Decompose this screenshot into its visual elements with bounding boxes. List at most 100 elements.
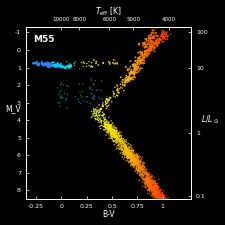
Point <box>145 181 149 184</box>
Point <box>107 127 110 130</box>
Point <box>128 149 132 153</box>
Point <box>134 158 137 161</box>
Point <box>111 127 115 131</box>
Point <box>109 119 113 122</box>
Point <box>129 152 133 155</box>
Point <box>113 135 117 139</box>
Point <box>48 64 52 68</box>
Point <box>128 152 132 155</box>
Point <box>141 44 145 47</box>
Point <box>146 178 150 182</box>
Point <box>118 145 122 148</box>
Point <box>151 188 155 192</box>
Point <box>156 41 159 45</box>
Point <box>125 149 128 153</box>
Point <box>145 180 148 184</box>
Point <box>157 190 161 193</box>
Point <box>115 140 119 144</box>
Point <box>143 56 146 59</box>
Point <box>109 123 113 126</box>
Point <box>135 167 138 171</box>
Point <box>130 154 134 157</box>
Point <box>134 155 138 159</box>
Point <box>136 51 140 54</box>
Point <box>161 191 164 194</box>
Point <box>148 47 152 50</box>
Point <box>134 160 137 163</box>
Point <box>157 196 160 200</box>
Point <box>149 36 153 39</box>
Point <box>134 67 138 71</box>
Point <box>148 176 151 180</box>
Point <box>156 193 160 197</box>
Point <box>155 182 158 186</box>
Point <box>110 137 114 141</box>
Point <box>154 188 157 191</box>
Point <box>116 88 119 92</box>
Point <box>155 189 158 192</box>
Point <box>109 96 112 99</box>
Point <box>109 125 112 128</box>
Point <box>103 113 106 116</box>
Point <box>107 124 110 127</box>
Point <box>160 193 163 197</box>
Point <box>122 142 126 146</box>
Point <box>148 50 152 54</box>
Point <box>90 96 94 99</box>
Point <box>132 161 136 164</box>
Point <box>135 154 139 157</box>
Point <box>137 166 141 169</box>
Point <box>112 132 115 136</box>
Point <box>153 183 156 187</box>
Point <box>131 150 135 153</box>
Point <box>152 188 156 191</box>
Point <box>154 186 157 189</box>
Point <box>140 58 143 62</box>
Point <box>163 30 166 34</box>
Point <box>154 43 158 46</box>
Y-axis label: M_V: M_V <box>6 104 21 113</box>
Point <box>161 29 164 33</box>
Point <box>103 123 107 127</box>
Point <box>129 157 133 160</box>
Point <box>138 160 142 163</box>
Point <box>137 56 141 60</box>
Point <box>146 178 150 182</box>
Point <box>102 116 106 119</box>
Point <box>132 158 135 162</box>
Point <box>146 181 150 185</box>
Point <box>116 87 120 90</box>
Point <box>155 196 158 199</box>
Point <box>34 62 38 65</box>
Point <box>154 189 157 193</box>
Point <box>144 182 148 186</box>
Point <box>109 127 112 131</box>
Point <box>133 161 137 164</box>
Point <box>158 199 161 202</box>
Point <box>112 128 116 132</box>
Point <box>121 141 124 144</box>
Point <box>128 73 131 77</box>
Point <box>114 134 118 137</box>
Point <box>140 58 144 62</box>
Point <box>53 63 56 67</box>
Point <box>127 153 130 156</box>
Point <box>101 104 105 108</box>
Point <box>148 176 152 179</box>
Point <box>158 192 161 196</box>
Point <box>116 90 119 94</box>
Point <box>161 192 164 196</box>
Point <box>115 62 119 66</box>
Point <box>122 141 125 144</box>
Point <box>163 194 166 198</box>
Point <box>144 50 147 54</box>
Point <box>118 141 122 144</box>
Point <box>125 151 129 155</box>
Point <box>104 115 107 119</box>
Point <box>90 115 94 118</box>
Point <box>135 62 138 66</box>
Point <box>133 158 136 162</box>
Point <box>110 130 114 133</box>
Point <box>156 196 160 199</box>
Point <box>93 117 97 120</box>
